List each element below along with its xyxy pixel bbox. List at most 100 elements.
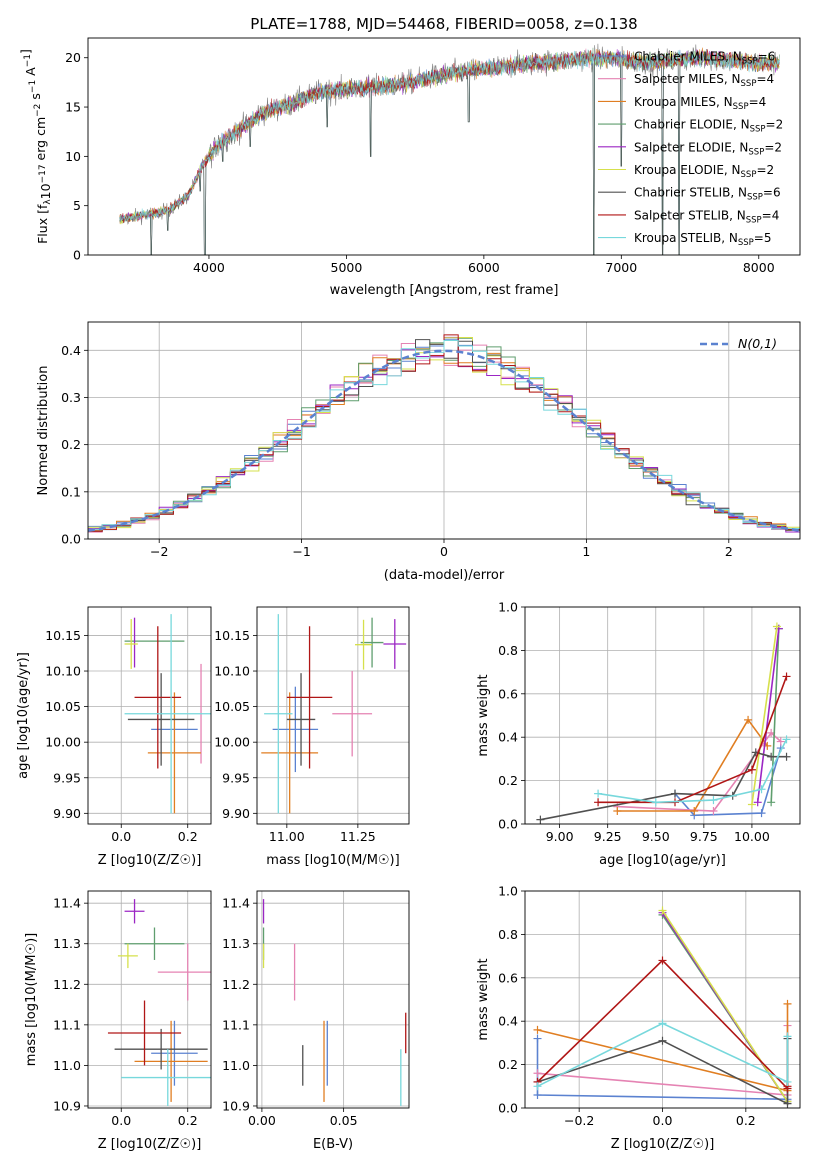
legend-label: Salpeter MILES, NSSP=4 (634, 72, 774, 89)
errorbar-point (147, 692, 202, 814)
y-tick-label: 10.10 (214, 664, 250, 679)
errorbar-point (117, 943, 138, 969)
x-tick-label: −2 (150, 544, 168, 559)
normal-reference-curve (88, 349, 800, 532)
y-tick-label: 0.0 (498, 1101, 518, 1116)
series-marker (767, 798, 776, 807)
errorbar-point (286, 626, 333, 769)
x-tick-label: 0.2 (178, 1113, 198, 1128)
y-tick-label: 11.1 (222, 1017, 250, 1032)
x-tick-label: 1 (582, 544, 590, 559)
model-spectrum-kroupa-stelib (119, 49, 780, 223)
errorbars (262, 899, 407, 1106)
x-tick-label: 0 (440, 544, 448, 559)
legend-label: Chabrier MILES, NSSP=6 (634, 50, 775, 67)
y-tick-label: 0.4 (498, 730, 518, 745)
axes-age-vs-mass: 11.00 11.25 9.90 9.95 10.00 10.05 10.10 10.15 ma… (214, 606, 410, 868)
series-salpeter-miles (613, 728, 785, 815)
x-tick-label: 9.00 (546, 829, 574, 844)
series-marker (690, 806, 699, 815)
series-marker (658, 956, 667, 965)
y-tick-label: 11.0 (222, 1058, 250, 1073)
series-line (537, 1022, 789, 1088)
series-marker (533, 1034, 542, 1043)
legend-label: N(0,1) (738, 336, 777, 351)
series-marker (783, 1099, 792, 1108)
errorbar-point (264, 614, 293, 814)
y-tick-label: 5 (73, 198, 81, 213)
y-tick-label: 0.6 (498, 686, 518, 701)
x-tick-label: 11.00 (269, 829, 305, 844)
spectrum-legend: Chabrier MILES, NSSP=6 Salpeter MILES, NS… (598, 50, 783, 248)
errorbar-point (124, 927, 185, 960)
x-axis-label: wavelength [Angstrom, rest frame] (330, 283, 559, 298)
plot-frame (256, 890, 410, 1109)
series-marker (533, 1069, 542, 1078)
legend-label: Kroupa MILES, NSSP=4 (634, 95, 766, 112)
errorbars (124, 614, 211, 814)
x-tick-label: 9.50 (642, 829, 670, 844)
series-kroupa-elodie (747, 622, 781, 809)
x-tick-label: 0.0 (111, 829, 131, 844)
y-tick-label: 0.0 (61, 532, 81, 547)
y-tick-label: 10.15 (45, 628, 81, 643)
errorbar-point (261, 692, 319, 814)
y-tick-label: 0.3 (61, 390, 81, 405)
y-tick-label: 0.8 (498, 927, 518, 942)
errorbars (107, 899, 211, 1106)
series-line (674, 747, 782, 817)
x-tick-label: 0.0 (653, 1113, 673, 1128)
y-tick-label: 0.1 (61, 484, 81, 499)
errorbar-point (157, 943, 211, 1001)
y-tick-label: 10.05 (45, 699, 81, 714)
series-marker (533, 1025, 542, 1034)
y-tick-label: 15 (65, 100, 81, 115)
series-marker (757, 785, 766, 794)
series-marker (783, 1077, 792, 1086)
series-salpeter-stelib (594, 672, 791, 807)
series-marker (709, 796, 718, 805)
errorbar-point (107, 1000, 182, 1066)
y-tick-label: 20 (65, 50, 81, 65)
series-marker (772, 622, 781, 631)
y-tick-label: 1.0 (498, 884, 518, 899)
errorbar-point (124, 899, 145, 924)
y-tick-label: 10.05 (214, 699, 250, 714)
errorbar-point (121, 1049, 211, 1106)
errorbar-point (286, 673, 316, 766)
axes-mass-vs-Z: 0.0 0.2 10.9 11.0 11.1 11.2 11.3 11.4 Z [log10(Z… (24, 890, 212, 1152)
legend-label: Chabrier ELODIE, NSSP=2 (634, 118, 783, 135)
x-tick-label: 0.2 (736, 1113, 756, 1128)
x-axis-label: age [log10(age/yr)] (599, 853, 726, 868)
series-marker (613, 806, 622, 815)
errorbar-point (127, 673, 195, 766)
y-tick-label: 0.2 (498, 773, 518, 788)
errorbar-point (114, 1028, 208, 1070)
series-marker (533, 1082, 542, 1091)
x-tick-label: 4000 (193, 260, 225, 275)
y-tick-label: 0.4 (498, 1014, 518, 1029)
series-marker (658, 1036, 667, 1045)
x-tick-label: 2 (725, 544, 733, 559)
series-marker (671, 789, 679, 798)
series-line (598, 676, 788, 804)
errorbar-point (124, 619, 138, 669)
y-tick-label: 11.2 (53, 977, 81, 992)
series-marker (782, 735, 791, 744)
series-marker (658, 1019, 667, 1028)
y-tick-label: 11.3 (222, 936, 250, 951)
series-marker (747, 800, 756, 809)
y-axis-label: mass weight (476, 674, 491, 756)
series-chabrier-elodie (767, 624, 783, 807)
y-tick-label: 10 (65, 149, 81, 164)
x-axis-label: (data-model)/error (384, 568, 505, 583)
weight-lines (536, 622, 791, 824)
series-marker (782, 672, 791, 681)
series-marker (709, 806, 718, 815)
errorbar-point (124, 614, 211, 814)
errorbar-point (151, 1020, 198, 1086)
y-tick-label: 10.9 (222, 1098, 250, 1113)
series-marker (658, 906, 667, 915)
legend-label: Salpeter STELIB, NSSP=4 (634, 208, 779, 225)
